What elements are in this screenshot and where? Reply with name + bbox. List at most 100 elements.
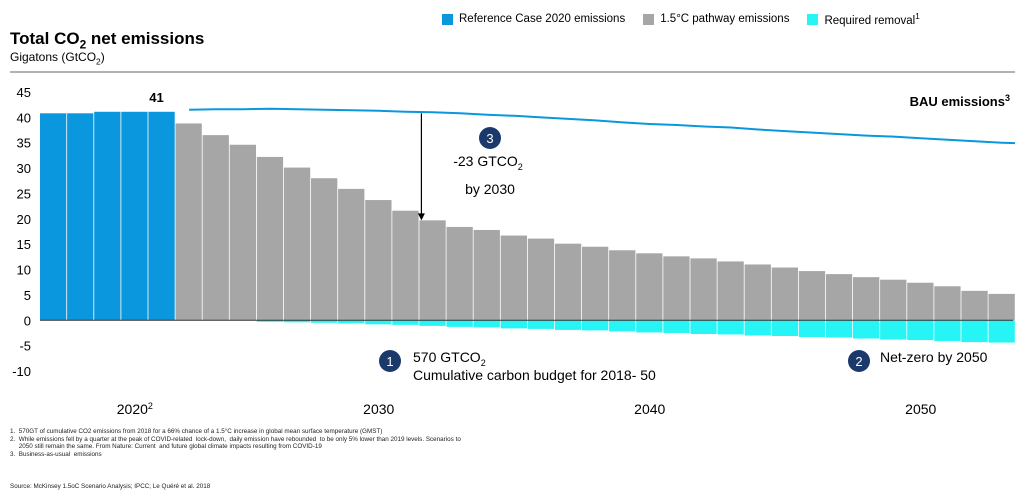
pathway-bar	[744, 264, 771, 321]
pathway-bar	[907, 282, 934, 321]
legend-item-reference: Reference Case 2020 emissions	[442, 13, 625, 25]
pathway-bar	[202, 135, 229, 321]
pathway-bar	[609, 250, 636, 321]
pathway-bar	[853, 277, 880, 321]
pathway-bar	[554, 243, 582, 321]
y-tick-label: 40	[17, 110, 31, 125]
pathway-bar	[771, 267, 798, 321]
reference-bar	[94, 111, 121, 321]
footnote-3: 3. Business-as-usual emissions	[10, 450, 102, 458]
footnote-2-continued: 2050 still remain the same. From Nature:…	[10, 443, 322, 451]
y-tick-label: 45	[17, 85, 31, 100]
removal-bar	[907, 320, 934, 341]
pathway-bar	[636, 253, 663, 321]
annotation-1-badge-circle	[379, 350, 401, 372]
reference-peak-label: 41	[149, 90, 163, 105]
pathway-bar	[880, 279, 907, 321]
removal-bar	[798, 320, 826, 338]
removal-bar	[365, 320, 392, 325]
chart-title: Total CO2 net emissions	[10, 29, 205, 52]
pathway-bar	[690, 258, 717, 321]
pathway-bar	[392, 210, 419, 321]
bau-label: BAU emissions3	[910, 93, 1010, 109]
y-tick-label: 0	[24, 313, 31, 328]
annotation-3-badge-number: 3	[486, 131, 493, 146]
pathway-bar	[961, 290, 988, 321]
removal-bar	[338, 320, 365, 324]
annotation-3-line1-sub: 2	[518, 162, 523, 172]
removal-bar	[853, 320, 880, 339]
legend-item-pathway: 1.5°C pathway emissions	[643, 13, 789, 25]
removal-bar	[527, 320, 555, 329]
y-tick-label: 25	[17, 186, 31, 201]
pathway-bar	[473, 229, 500, 321]
removal-bar	[311, 320, 338, 323]
x-tick-label-text: 2040	[634, 401, 665, 417]
removal-bar	[636, 320, 663, 333]
y-tick-label: 35	[17, 136, 31, 151]
footnote-2: 2. While emissions fell by a quarter at …	[10, 435, 461, 443]
pathway-bar	[500, 235, 527, 321]
pathway-bar	[988, 293, 1015, 321]
annotation-1-line1-sub: 2	[481, 358, 486, 368]
x-tick-label: 2040	[634, 401, 665, 417]
removal-bar	[771, 320, 798, 336]
annotation-3-line1: -23 GTCO2	[453, 153, 523, 172]
removal-bar	[554, 320, 582, 330]
y-tick-label: 30	[17, 161, 31, 176]
y-tick-label: 10	[17, 263, 31, 278]
annotation-2-badge-number: 2	[855, 354, 862, 369]
x-tick-label-text: 2020	[117, 401, 148, 417]
removal-bar	[500, 320, 527, 329]
pathway-bar	[934, 286, 961, 321]
removal-bar	[717, 320, 744, 335]
legend-swatch-pathway	[643, 13, 655, 25]
pathway-bar	[582, 246, 609, 321]
pathway-bar	[527, 238, 555, 321]
legend-label-reference: Reference Case 2020 emissions	[459, 13, 626, 26]
pathway-bar	[419, 220, 446, 321]
annotation-3-badge-circle	[479, 127, 501, 149]
reference-bar	[40, 113, 67, 321]
removal-bar	[663, 320, 690, 333]
removal-bar	[690, 320, 717, 334]
annotation-1-line1: 570 GTCO2	[413, 349, 486, 368]
y-tick-label: 15	[17, 237, 31, 252]
removal-bar	[880, 320, 907, 340]
pathway-bar	[256, 156, 284, 321]
removal-bar	[988, 320, 1015, 343]
pathway-bar	[229, 144, 256, 321]
pathway-bar	[717, 261, 744, 321]
bau-label-text: BAU emissions	[910, 94, 1005, 109]
y-tick-label: 20	[17, 212, 31, 227]
footnote-1: 1. 570GT of cumulative CO2 emissions fro…	[10, 428, 383, 435]
bau-label-sup: 3	[1005, 93, 1010, 103]
removal-bar	[473, 320, 500, 328]
annotation-1-line2: Cumulative carbon budget for 2018- 50	[413, 367, 656, 383]
removal-bar	[582, 320, 609, 331]
pathway-bar	[798, 271, 826, 321]
pathway-bar	[338, 188, 365, 321]
reduction-arrowhead	[417, 213, 425, 221]
removal-bar	[609, 320, 636, 332]
x-tick-label: 2030	[363, 401, 394, 417]
annotation-3-line1-main: -23 GTCO	[453, 153, 518, 169]
removal-bar	[419, 320, 446, 326]
chart-legend: Reference Case 2020 emissions 1.5°C path…	[442, 12, 920, 27]
legend-item-removal: Required removal1	[807, 12, 920, 27]
source-note: Source: McKinsey 1.5oC Scenario Analysis…	[10, 483, 211, 490]
removal-bar	[744, 320, 771, 336]
annotation-2-badge-circle	[848, 350, 870, 372]
annotation-1-badge-number: 1	[386, 354, 393, 369]
y-tick-label: -5	[19, 339, 31, 354]
legend-label-removal: Required removal1	[824, 12, 920, 27]
x-tick-label: 20202	[117, 401, 153, 417]
pathway-bar	[365, 200, 392, 321]
reference-bar	[121, 111, 148, 321]
x-tick-label-sup: 2	[148, 401, 153, 411]
y-tick-label: 5	[24, 288, 31, 303]
annotation-3-line2: by 2030	[465, 181, 515, 197]
x-tick-label-text: 2050	[905, 401, 936, 417]
bau-line	[189, 107, 1015, 145]
